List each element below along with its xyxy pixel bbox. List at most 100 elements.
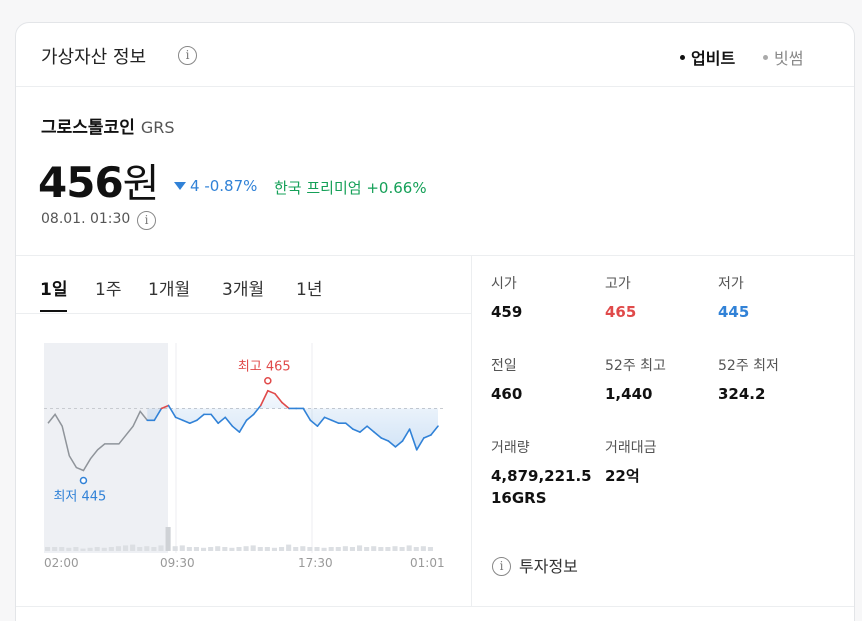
timestamp: 08.01. 01:30 bbox=[41, 211, 131, 227]
tab-1y[interactable]: 1년 bbox=[296, 280, 323, 300]
crypto-info-card: 가상자산 정보 i 업비트 빗썸 그로스톨코인 GRS 456원 4 -0.87%… bbox=[15, 22, 855, 621]
bottom-divider bbox=[16, 606, 854, 607]
card-header: 가상자산 정보 i 업비트 빗썸 bbox=[16, 23, 854, 87]
price-segment bbox=[252, 404, 262, 416]
info-icon[interactable]: i bbox=[178, 46, 197, 65]
volume-bar bbox=[357, 545, 363, 551]
stat-label: 시가 bbox=[491, 276, 517, 292]
price-segment bbox=[430, 425, 439, 436]
price-segment bbox=[380, 437, 390, 442]
volume-bar bbox=[101, 547, 107, 551]
price-segment bbox=[415, 437, 425, 451]
price-segment bbox=[210, 413, 219, 425]
volume-bar bbox=[328, 547, 334, 551]
stat-label: 52주 최고 bbox=[605, 358, 666, 374]
volume-bar bbox=[399, 547, 405, 551]
price-segment bbox=[259, 389, 269, 407]
volume-bar bbox=[66, 547, 72, 551]
timestamp-info-icon[interactable]: i bbox=[137, 211, 156, 230]
volume-bar bbox=[123, 545, 129, 551]
volume-bar bbox=[293, 547, 299, 551]
volume-bar bbox=[250, 545, 256, 551]
volume-bar bbox=[279, 547, 285, 551]
price-segment bbox=[224, 416, 234, 427]
stat-item: 거래대금 22억 bbox=[605, 437, 715, 487]
price-area-fill bbox=[147, 390, 438, 450]
price-segment bbox=[387, 440, 397, 448]
stat-value: 324.2 bbox=[718, 385, 766, 403]
low-label: 최저 445 bbox=[53, 490, 106, 505]
tab-1w[interactable]: 1주 bbox=[95, 280, 122, 300]
volume-bar bbox=[87, 547, 93, 551]
volume-bar bbox=[94, 547, 100, 551]
volume-bar bbox=[300, 546, 306, 551]
volume-bar bbox=[186, 547, 192, 551]
korea-premium: 한국 프리미엄 +0.66% bbox=[274, 177, 427, 198]
volume-bar bbox=[45, 547, 51, 551]
stat-value: 4,879,221.5 16GRS bbox=[491, 467, 592, 507]
volume-bar bbox=[208, 547, 214, 551]
low-marker bbox=[79, 476, 88, 485]
price-segment bbox=[352, 428, 361, 433]
price-segment bbox=[174, 416, 184, 422]
stat-label: 고가 bbox=[605, 276, 631, 292]
price-segment bbox=[245, 413, 255, 422]
volume-bar bbox=[378, 547, 384, 551]
timestamp-row: 08.01. 01:30 bbox=[41, 211, 130, 227]
volume-bar bbox=[307, 547, 313, 551]
volume-bar bbox=[413, 547, 419, 551]
price-segment bbox=[309, 419, 319, 427]
price-segment bbox=[231, 425, 241, 433]
price-segment bbox=[345, 422, 354, 430]
price-segment bbox=[281, 401, 290, 410]
price-segment bbox=[267, 389, 276, 395]
volume-bar bbox=[271, 547, 277, 551]
volume-bar bbox=[243, 546, 249, 551]
volume-bar bbox=[420, 546, 426, 551]
tabs-underline bbox=[16, 313, 471, 314]
stat-label: 거래대금 bbox=[605, 440, 657, 456]
x-tick-label: 02:00 bbox=[44, 556, 79, 568]
price-segment bbox=[373, 431, 383, 439]
stat-item: 시가 459 bbox=[491, 273, 601, 323]
stat-item: 고가 465 bbox=[605, 273, 715, 323]
price-segment bbox=[366, 425, 375, 433]
price-segment bbox=[359, 425, 368, 433]
volume-bar bbox=[314, 547, 320, 551]
volume-bar bbox=[179, 545, 185, 551]
high-marker bbox=[264, 376, 272, 385]
volume-bar bbox=[165, 527, 171, 551]
card-title: 가상자산 정보 bbox=[41, 47, 147, 68]
price-segment bbox=[330, 419, 340, 425]
x-tick-label: 17:30 bbox=[298, 556, 333, 568]
stat-label: 전일 bbox=[491, 358, 517, 374]
exchange-upbit[interactable]: 업비트 bbox=[680, 45, 735, 69]
volume-bar bbox=[286, 544, 292, 551]
stat-item: 거래량 4,879,221.5 16GRS bbox=[491, 437, 601, 509]
volume-bar bbox=[172, 546, 178, 551]
premium-label: 한국 프리미엄 bbox=[274, 179, 362, 197]
price-segment bbox=[302, 407, 312, 422]
volume-bar bbox=[137, 547, 143, 551]
high-label: 최고 465 bbox=[238, 360, 291, 375]
tab-1m[interactable]: 1개월 bbox=[148, 280, 191, 300]
volume-bar bbox=[335, 547, 341, 551]
price-segment bbox=[423, 434, 432, 439]
price-segment bbox=[408, 428, 418, 451]
stat-value: 460 bbox=[491, 385, 523, 403]
stat-value: 445 bbox=[718, 303, 750, 321]
tab-1d[interactable]: 1일 bbox=[40, 275, 68, 312]
stat-value: 459 bbox=[491, 303, 523, 321]
volume-bar bbox=[229, 547, 235, 551]
volume-bar bbox=[364, 547, 370, 551]
invest-info-link[interactable]: i 투자정보 bbox=[492, 553, 578, 577]
volume-bar bbox=[264, 547, 270, 551]
exchange-bithumb[interactable]: 빗썸 bbox=[763, 45, 803, 69]
price-segment bbox=[167, 404, 177, 419]
coin-symbol: GRS bbox=[140, 118, 175, 137]
price-chart[interactable]: 최고 465 최저 445 02:00 09:30 17:30 01:01 bbox=[36, 323, 456, 568]
price-value: 456 bbox=[38, 158, 124, 207]
price-segment bbox=[160, 404, 170, 410]
price-segment bbox=[181, 419, 191, 425]
tab-3m[interactable]: 3개월 bbox=[222, 280, 265, 300]
